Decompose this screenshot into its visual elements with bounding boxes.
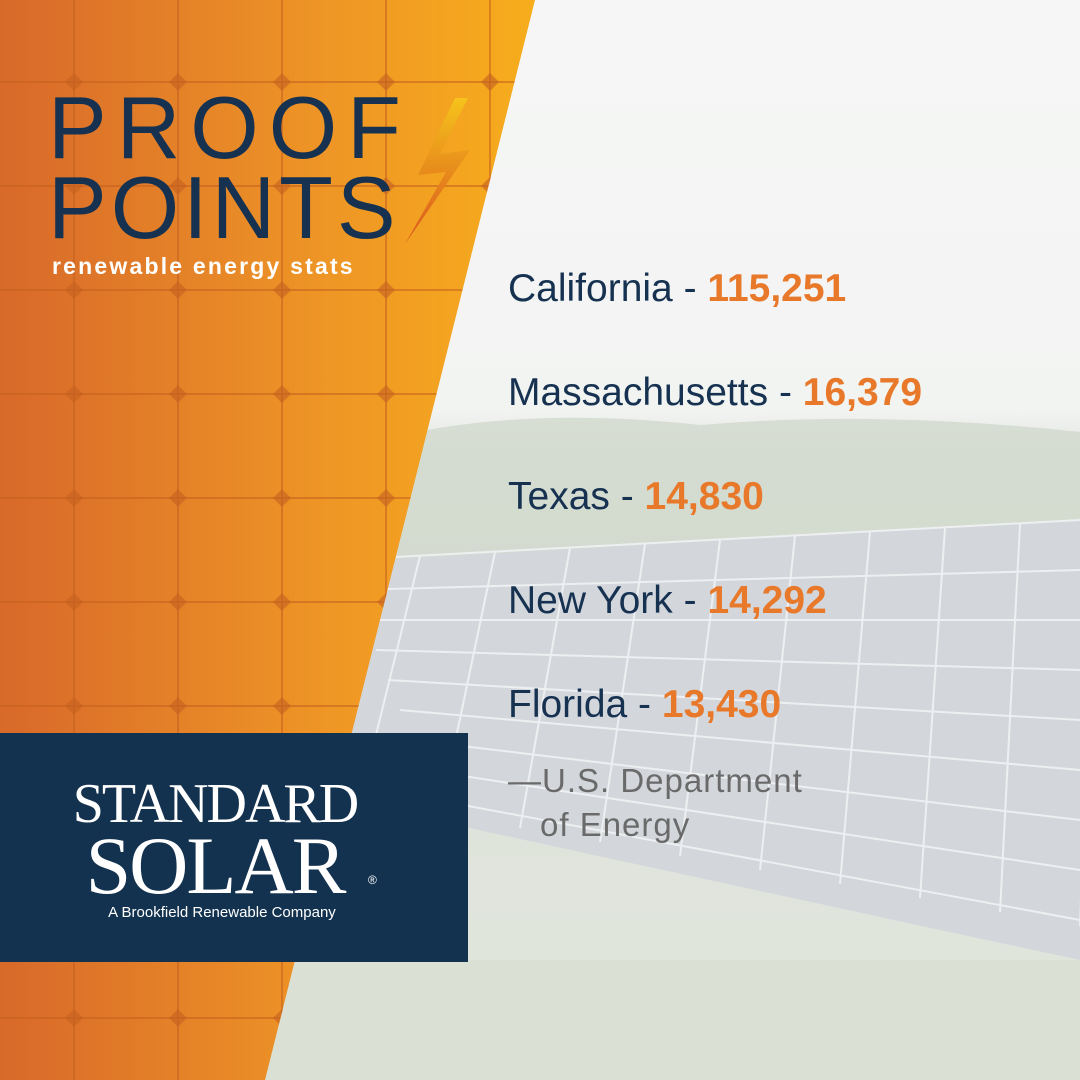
grid-diamond (273, 385, 291, 403)
grid-diamond (169, 385, 187, 403)
stat-label: New York - (508, 579, 697, 622)
stat-label: Massachusetts - (508, 371, 792, 414)
grid-diamond (273, 489, 291, 507)
grid-diamond (273, 73, 291, 91)
logo-text: SOLAR (86, 820, 347, 911)
cell-line (759, 535, 796, 871)
stat-value: 14,830 (645, 475, 764, 518)
solar-cells (339, 519, 1080, 926)
stat-line: New York - 14,292 (508, 579, 827, 622)
grid-diamond (273, 697, 291, 715)
cell-line (679, 539, 721, 857)
solar-array (340, 520, 1080, 960)
grid-diamond (65, 281, 83, 299)
source: of Energy (540, 806, 690, 843)
stat-label: Texas - (508, 475, 634, 518)
grid-diamond (65, 1009, 83, 1027)
grid-diamond (169, 593, 187, 611)
cell-line (399, 709, 1080, 771)
grid-diamond (377, 73, 395, 91)
stat-line: Texas - 14,830 (508, 475, 764, 518)
grid-diamond (65, 385, 83, 403)
cell-line (339, 519, 1080, 561)
stat-line: Florida - 13,430 (508, 683, 781, 726)
cell-line (519, 547, 571, 829)
cell-line (351, 569, 1080, 591)
grid-diamond (169, 1009, 187, 1027)
grid-diamond (169, 73, 187, 91)
grid-diamond (377, 281, 395, 299)
stat-line: Massachusetts - 16,379 (508, 371, 922, 414)
title-line: PROOF (48, 78, 411, 177)
cell-line (387, 679, 1080, 721)
stat-line: California - 115,251 (508, 267, 846, 310)
subtitle: renewable energy stats (52, 253, 355, 279)
grid-diamond (377, 177, 395, 195)
grid-diamond (169, 697, 187, 715)
grid-diamond (273, 281, 291, 299)
stat-value: 115,251 (707, 267, 846, 310)
cell-line (839, 531, 871, 885)
logo-tagline: A Brookfield Renewable Company (108, 904, 336, 921)
cell-line (999, 523, 1021, 913)
stat-label: California - (508, 267, 697, 310)
lightning-bolt (405, 98, 470, 244)
cell-line (435, 799, 1080, 921)
grid-diamond (65, 697, 83, 715)
logo-box (0, 733, 468, 962)
cell-line (375, 649, 1080, 671)
grid-diamond (377, 489, 395, 507)
stat-label: Florida - (508, 683, 651, 726)
cell-line (919, 527, 946, 899)
grid-diamond (169, 489, 187, 507)
stats-list: California - 115,251 Massachusetts - 16,3… (508, 267, 922, 726)
grid-diamond (65, 73, 83, 91)
stat-value: 14,292 (707, 579, 826, 622)
grid-diamond (65, 489, 83, 507)
grid-diamond (65, 177, 83, 195)
stat-value: 13,430 (662, 683, 781, 726)
logo-text: STANDARD (73, 773, 358, 835)
hills (380, 417, 1080, 560)
cell-line (599, 543, 646, 843)
stat-value: 16,379 (803, 371, 922, 414)
grid-diamond (169, 177, 187, 195)
grid-diamond (377, 385, 395, 403)
grid-diamond (65, 593, 83, 611)
source: —U.S. Department (508, 762, 803, 799)
grid-diamond (273, 177, 291, 195)
grid-diamond (481, 73, 499, 91)
logo-mark: ® (368, 873, 377, 887)
grid-diamond (169, 281, 187, 299)
title-line: POINTS (48, 158, 400, 257)
grid-diamond (273, 593, 291, 611)
cell-line (411, 739, 1080, 821)
cell-line (423, 769, 1080, 871)
